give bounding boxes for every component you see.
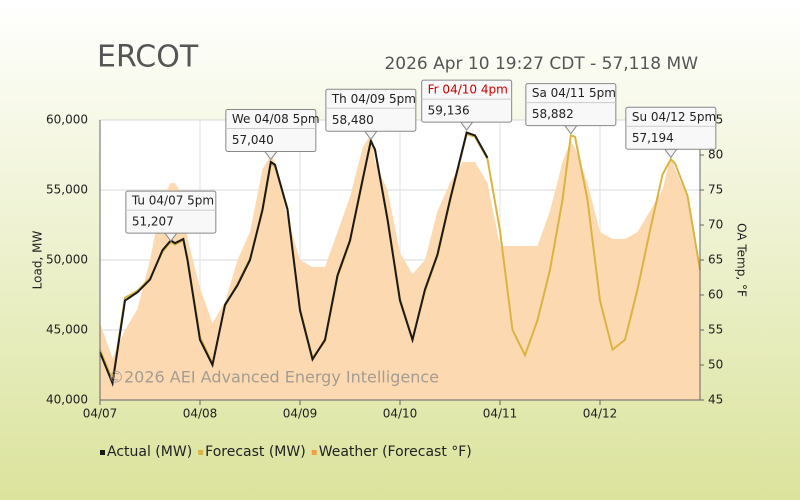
callout-day: Su 04/12 5pm bbox=[632, 110, 716, 124]
y2-tick-label: 75 bbox=[708, 183, 723, 197]
y2-tick-label: 70 bbox=[708, 218, 723, 232]
legend-swatch bbox=[311, 450, 317, 455]
legend-label: Actual (MW) bbox=[107, 444, 192, 460]
watermark: ©2026 AEI Advanced Energy Intelligence bbox=[108, 368, 439, 387]
callout-day: We 04/08 5pm bbox=[232, 112, 320, 126]
y-axis-label: Load, MW bbox=[31, 231, 45, 290]
callout-day: Sa 04/11 5pm bbox=[532, 86, 616, 100]
x-tick-label: 04/07 bbox=[83, 407, 118, 421]
chart-title: ERCOT bbox=[97, 40, 199, 75]
callout-value: 59,136 bbox=[428, 104, 470, 118]
y-tick-label: 50,000 bbox=[46, 253, 88, 267]
y2-tick-label: 50 bbox=[708, 358, 723, 372]
callout-value: 57,040 bbox=[232, 133, 274, 147]
callout-value: 58,480 bbox=[332, 113, 374, 127]
y2-tick-label: 80 bbox=[708, 148, 723, 162]
callout-box bbox=[625, 106, 717, 150]
x-tick-label: 04/09 bbox=[283, 407, 318, 421]
x-tick-label: 04/12 bbox=[583, 407, 618, 421]
callout-box bbox=[125, 190, 217, 234]
y-tick-label: 40,000 bbox=[46, 393, 88, 407]
y2-tick-label: 45 bbox=[708, 393, 723, 407]
legend-swatch bbox=[198, 450, 204, 455]
y2-tick-label: 60 bbox=[708, 288, 723, 302]
legend-label: Weather (Forecast °F) bbox=[319, 444, 472, 460]
callout-box bbox=[225, 108, 317, 152]
y2-tick-label: 65 bbox=[708, 253, 723, 267]
callout-box bbox=[325, 88, 417, 132]
y-tick-label: 60,000 bbox=[46, 113, 88, 127]
y2-tick-label: 55 bbox=[708, 323, 723, 337]
legend-swatch bbox=[100, 450, 105, 455]
x-tick-label: 04/08 bbox=[183, 407, 218, 421]
y2-axis-label: OA Temp, °F bbox=[735, 223, 749, 297]
legend-label: Forecast (MW) bbox=[205, 444, 306, 460]
callout-value: 57,194 bbox=[632, 131, 674, 145]
callout-value: 51,207 bbox=[132, 215, 174, 229]
y-tick-label: 55,000 bbox=[46, 183, 88, 197]
x-tick-label: 04/10 bbox=[383, 407, 418, 421]
callout-day: Tu 04/07 5pm bbox=[131, 194, 214, 208]
y-tick-label: 45,000 bbox=[46, 323, 88, 337]
callout-box bbox=[525, 83, 617, 127]
callout-day: Fr 04/10 4pm bbox=[428, 83, 508, 97]
x-tick-label: 04/11 bbox=[483, 407, 518, 421]
callout-box bbox=[421, 79, 513, 123]
callout-value: 58,882 bbox=[532, 107, 574, 121]
callout-day: Th 04/09 5pm bbox=[331, 92, 416, 106]
weather-area bbox=[100, 134, 700, 400]
chart-subtitle: 2026 Apr 10 19:27 CDT - 57,118 MW bbox=[384, 54, 698, 74]
